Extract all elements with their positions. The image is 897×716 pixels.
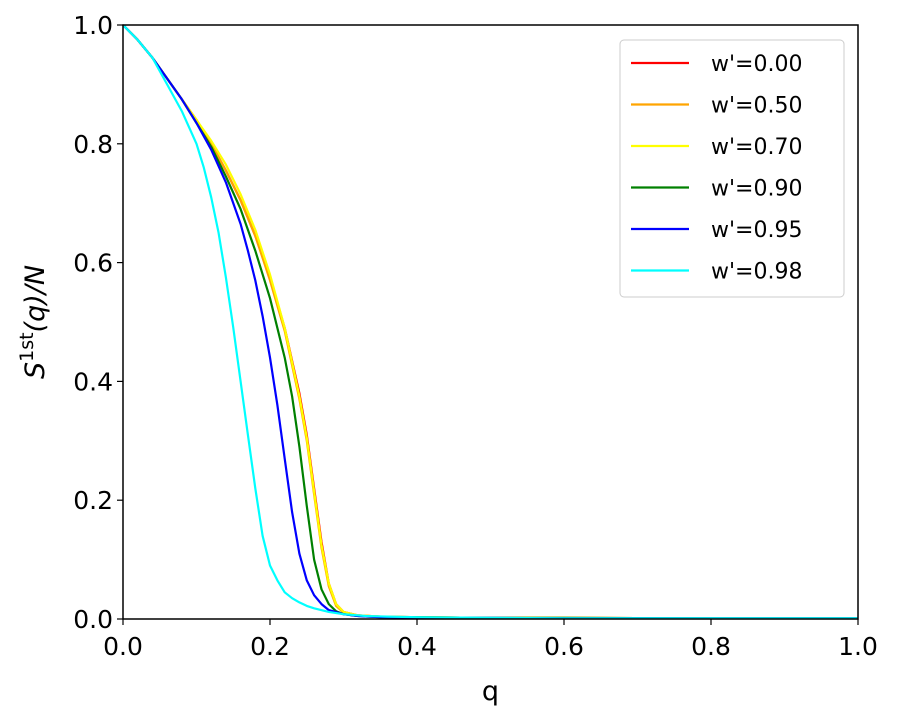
y-axis-label-superscript: 1st <box>16 332 38 361</box>
y-axis-label-rest: (q)/N <box>20 265 51 333</box>
legend-label-5: w'=0.98 <box>711 260 802 285</box>
x-tick-label: 0.6 <box>544 632 584 661</box>
x-axis-label: q <box>482 676 499 707</box>
legend-label-1: w'=0.50 <box>711 94 802 119</box>
y-tick-label: 0.0 <box>73 605 113 634</box>
y-axis-ticks: 0.0 0.2 0.4 0.6 0.8 1.0 <box>73 11 123 634</box>
y-tick-label: 0.8 <box>73 130 113 159</box>
y-axis-label-main: S <box>20 362 51 379</box>
legend-box <box>619 39 845 298</box>
x-tick-label: 1.0 <box>838 632 878 661</box>
plot-frame <box>122 24 859 620</box>
y-tick-label: 0.4 <box>73 367 113 396</box>
series-line-5 <box>122 24 858 620</box>
x-tick-label: 0.2 <box>250 632 290 661</box>
legend-label-2: w'=0.70 <box>711 135 802 160</box>
x-axis-ticks: 0.0 0.2 0.4 0.6 0.8 1.0 <box>103 619 878 661</box>
x-tick-label: 0.4 <box>397 632 437 661</box>
legend-label-3: w'=0.90 <box>711 177 802 202</box>
legend-items: w'=0.00 w'=0.50 w'=0.70 w'=0.90 w'=0.95 w'=0.… <box>631 52 802 285</box>
y-tick-label: 0.6 <box>73 249 113 278</box>
x-tick-label: 0.8 <box>691 632 731 661</box>
y-tick-label: 0.2 <box>73 486 113 515</box>
legend-label-0: w'=0.00 <box>711 52 802 77</box>
y-axis-label: S1st(q)/N <box>16 265 51 379</box>
legend: w'=0.00 w'=0.50 w'=0.70 w'=0.90 w'=0.95 w'=0.… <box>619 39 845 298</box>
series-layer <box>122 24 858 620</box>
x-tick-label: 0.0 <box>103 632 143 661</box>
legend-label-4: w'=0.95 <box>711 218 802 243</box>
y-tick-label: 1.0 <box>73 11 113 40</box>
